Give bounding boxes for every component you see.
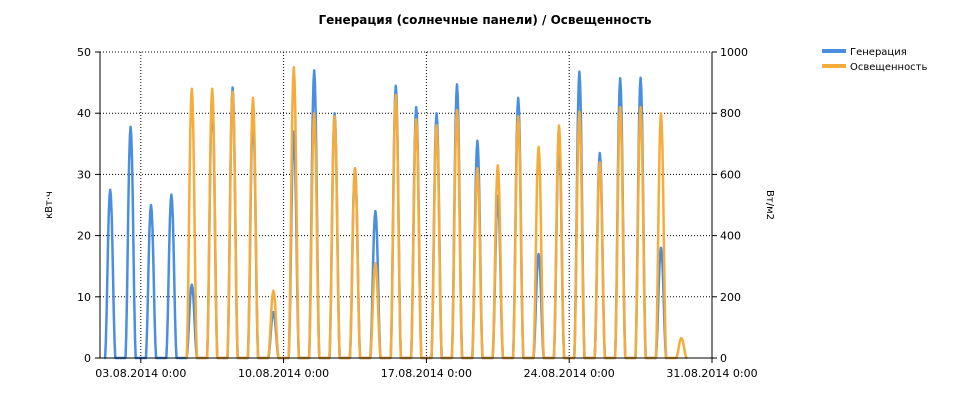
x-tick-label: 03.08.2014 0:00 [95, 367, 186, 380]
y2-tick-label: 0 [720, 352, 727, 365]
y2-tick-label: 600 [720, 168, 741, 181]
y-tick-label: 20 [77, 230, 91, 243]
y2-axis-label: Вт/м2 [764, 190, 775, 220]
series-line-irradiance [185, 66, 688, 360]
y-tick-label: 50 [77, 46, 91, 59]
y2-tick-label: 1000 [720, 46, 748, 59]
x-tick-label: 17.08.2014 0:00 [381, 367, 472, 380]
y-axis-label: кВт·ч [44, 191, 55, 219]
y2-tick-label: 200 [720, 291, 741, 304]
x-tick-label: 31.08.2014 0:00 [666, 367, 757, 380]
legend: Генерация Освещенность [822, 47, 928, 73]
axes: 0 10 20 30 40 50 0 200 400 600 800 1000 03.08.2014 0… [77, 46, 758, 380]
y-tick-label: 30 [77, 168, 91, 181]
y2-tick-label: 400 [720, 230, 741, 243]
y-tick-label: 40 [77, 107, 91, 120]
chart-title: Генерация (солнечные панели) / Освещенно… [318, 13, 651, 27]
x-tick-label: 24.08.2014 0:00 [524, 367, 615, 380]
x-tick-label: 10.08.2014 0:00 [238, 367, 329, 380]
y-tick-label: 10 [77, 291, 91, 304]
legend-label: Генерация [850, 47, 907, 58]
y-tick-label: 0 [84, 352, 91, 365]
y2-tick-label: 800 [720, 107, 741, 120]
series-layer [103, 66, 688, 360]
legend-label: Освещенность [850, 62, 928, 73]
